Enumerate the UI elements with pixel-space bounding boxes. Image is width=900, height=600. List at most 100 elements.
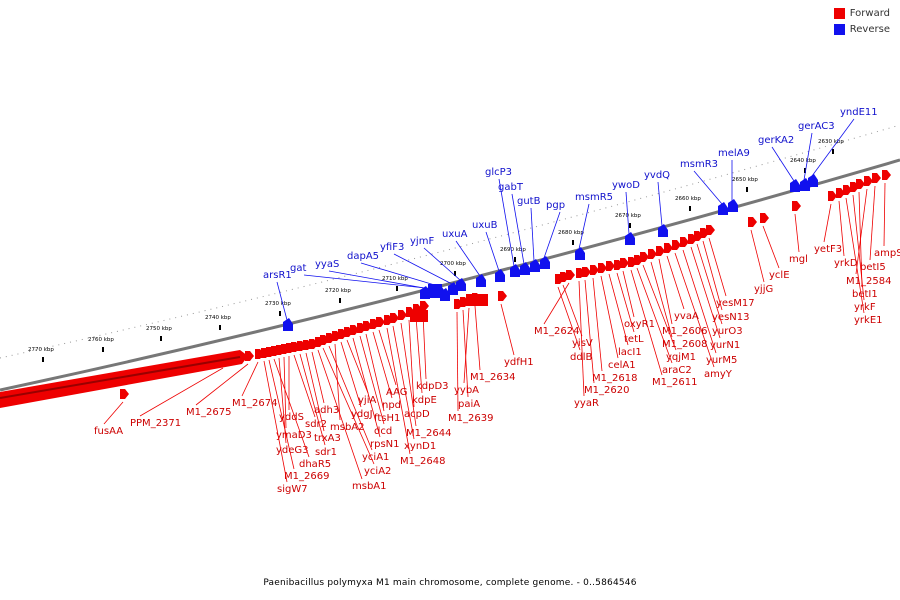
forward-gene-arrow xyxy=(398,310,407,320)
gene-label: AAG xyxy=(386,387,408,398)
legend: Forward Reverse xyxy=(833,8,890,40)
gene-m1-2675: M1_2675 xyxy=(186,351,254,418)
reverse-swatch xyxy=(833,24,845,35)
forward-gene-arrow xyxy=(760,213,769,223)
gene-gutb: gutB xyxy=(517,196,541,272)
forward-gene-arrow xyxy=(498,291,507,301)
gene-yvaa: yvaA xyxy=(664,243,699,322)
gene-label: yvdQ xyxy=(644,170,670,181)
gene-label: yyaR xyxy=(574,398,599,409)
forward-gene-block xyxy=(466,294,488,306)
gene-label: gerAC3 xyxy=(798,121,835,132)
forward-gene-arrow xyxy=(309,339,318,349)
gene-yetf3: yetF3 xyxy=(814,191,842,255)
scale-label: 2720 kbp xyxy=(325,288,351,294)
reverse-gene-arrow xyxy=(728,199,738,212)
scale-tick xyxy=(832,149,834,154)
forward-gene-track: ampS1 betI5 M1_2584 betI1 yrkF yrkE1 yrkD yetF3… xyxy=(94,170,900,495)
reverse-gene-arrow xyxy=(625,232,635,245)
gene-label: yciA1 xyxy=(362,452,389,463)
gene-mgl: mgl xyxy=(789,201,808,265)
gene-label: ftsH1 xyxy=(374,413,400,424)
gene-label: dapA5 xyxy=(347,251,379,262)
gene-label: yjmF xyxy=(410,236,434,247)
forward-gene-arrow xyxy=(648,249,657,259)
gene-beti5: betI5 xyxy=(860,173,886,273)
scale-tick xyxy=(42,357,44,362)
scale-tick xyxy=(219,325,221,330)
scale-label: 2660 kbp xyxy=(675,196,701,202)
forward-gene-arrow xyxy=(370,319,379,329)
gene-tetl: tetL xyxy=(614,260,644,345)
gene-label: araC2 xyxy=(662,365,692,376)
gene-label: yjiA xyxy=(358,395,376,406)
scale-ticks: 2630 kbp 2640 kbp 2650 kbp 2660 kbp 2670 kbp… xyxy=(0,124,900,362)
scale-tick xyxy=(396,286,398,291)
gene-kdpd3: kdpD3 xyxy=(416,301,449,392)
scale-label: 2770 kbp xyxy=(28,347,54,353)
forward-gene-arrow xyxy=(828,191,837,201)
gene-yyar: yyaR xyxy=(574,268,599,409)
genome-backbone xyxy=(0,158,900,392)
forward-gene-arrow xyxy=(680,237,689,247)
forward-gene-arrow xyxy=(664,243,673,253)
scale-label: 2740 kbp xyxy=(205,315,231,321)
gene-yurn1: yurN1 xyxy=(688,234,740,351)
gene-label: M1_2624 xyxy=(534,326,579,337)
gene-m1-2674: M1_2674 xyxy=(232,349,277,409)
gene-label: betI5 xyxy=(860,262,886,273)
forward-gene-arrow xyxy=(672,240,681,250)
gene-sigw7: sigW7 xyxy=(261,348,308,495)
gene-label: ydeG3 xyxy=(276,445,309,456)
gene-label: msmR3 xyxy=(680,159,718,170)
gene-dcd: dcd xyxy=(357,323,392,437)
gene-label: msbA1 xyxy=(352,481,387,492)
gene-m1-2611: M1_2611 xyxy=(628,257,697,388)
gene-label: M1_2611 xyxy=(652,377,697,388)
gene-gat: gat xyxy=(290,263,450,301)
gene-m1-2644: M1_2644 xyxy=(398,310,451,439)
gene-label: uxuA xyxy=(442,229,468,240)
forward-gene-arrow xyxy=(261,348,270,358)
reverse-gene-arrow xyxy=(808,174,818,187)
gene-mela9: melA9 xyxy=(718,148,750,212)
gene-trxa3: trxA3 xyxy=(303,340,341,444)
forward-gene-arrow xyxy=(454,299,463,309)
forward-gene-arrow xyxy=(850,182,859,192)
scale-tick xyxy=(102,347,104,352)
gene-pgp: pgp xyxy=(540,200,565,269)
forward-gene-arrow xyxy=(688,234,697,244)
gene-label: M1_2606 xyxy=(662,326,707,337)
scale-label: 2640 kbp xyxy=(790,158,816,164)
scale-label: 2750 kbp xyxy=(146,326,172,332)
gene-ynde11: yndE11 xyxy=(808,107,878,187)
forward-gene-arrow xyxy=(297,341,306,351)
forward-gene-arrow xyxy=(582,267,591,277)
reverse-gene-arrow xyxy=(540,256,550,269)
gene-label: celA1 xyxy=(608,360,636,371)
forward-gene-arrow xyxy=(590,265,599,275)
forward-gene-arrow xyxy=(872,173,881,183)
reverse-gene-arrow xyxy=(658,224,668,237)
gene-label: ywoD xyxy=(612,180,640,191)
gene-label: yrkE1 xyxy=(854,315,883,326)
forward-gene-arrow xyxy=(303,340,312,350)
forward-gene-arrow xyxy=(555,274,564,284)
gene-gabt: gabT xyxy=(498,182,530,275)
gene-yrkd: yrkD xyxy=(834,188,858,269)
gene-yjjg: yjjG xyxy=(748,217,773,295)
gene-label: sdr1 xyxy=(315,447,337,458)
reverse-gene-block xyxy=(428,284,442,298)
gene-label: M1_2584 xyxy=(846,276,891,287)
gene-label: gabT xyxy=(498,182,524,193)
gene-label: rpsN1 xyxy=(370,439,400,450)
gene-label: yjjG xyxy=(754,284,773,295)
scale-label: 2700 kbp xyxy=(440,261,466,267)
scale-label: 2670 kbp xyxy=(615,213,641,219)
reverse-gene-arrow xyxy=(420,286,430,299)
gene-fusaa: fusAA xyxy=(94,389,129,437)
scale-tick xyxy=(514,257,516,262)
gene-uxua: uxuA xyxy=(442,229,486,287)
forward-gene-arrow xyxy=(748,217,757,227)
